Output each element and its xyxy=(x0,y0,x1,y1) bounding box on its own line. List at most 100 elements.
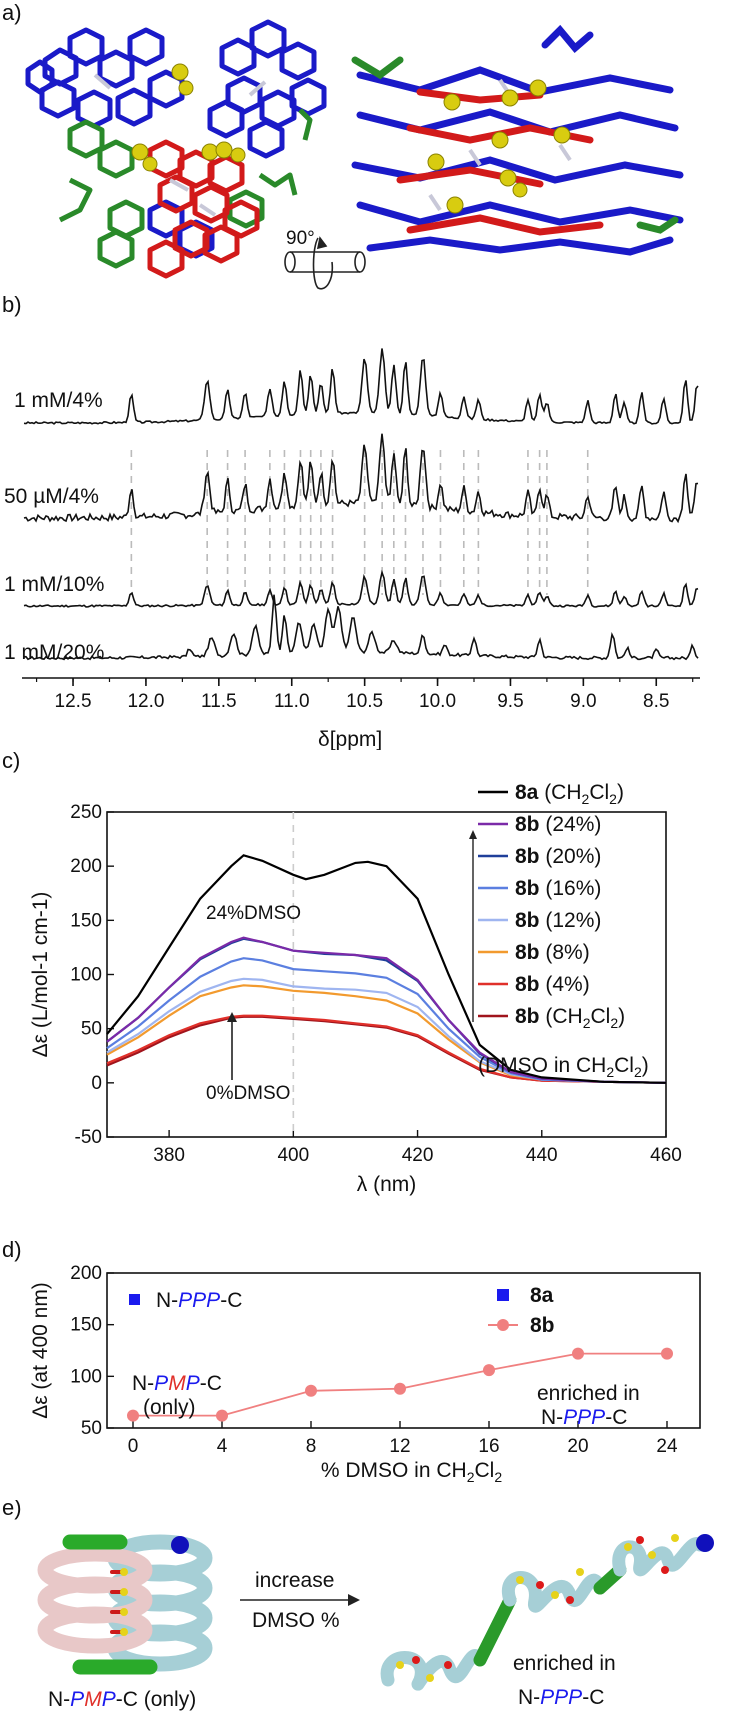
nmr-spectrum-1mM-4pct xyxy=(23,348,699,425)
legend-ppp-text: N-PPP-C xyxy=(156,1289,242,1312)
legend-entry: 8b (CH2Cl2) xyxy=(515,1005,625,1031)
cd-y-tick-label: 100 xyxy=(70,965,102,986)
enriched-label-line2: N-PPP-C xyxy=(518,1686,604,1709)
panel-c-label: c) xyxy=(2,750,20,773)
cd-series-line xyxy=(106,854,667,1084)
panel-e-label: e) xyxy=(2,1500,22,1520)
rotation-cylinder-icon xyxy=(284,236,366,290)
panel-c-cd-spectra: c) -50 0 50 100 150 200 250 380 400 420 440 460 λ (n… xyxy=(2,750,682,1196)
legend-ppp-marker xyxy=(129,1294,140,1305)
cd-y-tick-label: 50 xyxy=(81,1019,102,1040)
cd-x-label: λ (nm) xyxy=(357,1173,417,1196)
legend-8a: 8a xyxy=(530,1284,554,1307)
legend-entry: 8b (4%) xyxy=(515,973,590,996)
panel-d-titration-plot: d) 50 100 150 200 0 4 8 12 16 20 24 % DMSO in CH2Cl… xyxy=(2,1237,701,1485)
arrow-label-top: 24%DMSO xyxy=(206,903,301,924)
legend-entry: 8b (16%) xyxy=(515,877,601,900)
pmp-label-line1: N-PMP-C xyxy=(132,1372,222,1395)
panel-b-label: b) xyxy=(2,292,22,317)
d-x-tick-label: 24 xyxy=(656,1436,678,1457)
nmr-x-label: δ[ppm] xyxy=(318,728,382,750)
enriched-label-line1: enriched in xyxy=(537,1382,640,1405)
d-y-tick-label: 150 xyxy=(70,1315,102,1336)
reaction-arrowhead xyxy=(348,1594,360,1606)
nmr-x-tick-label: 10.0 xyxy=(419,691,456,712)
arrow-label-dmso: DMSO % xyxy=(252,1609,340,1632)
enriched-label-line1: enriched in xyxy=(513,1652,616,1675)
crystal-structure-top-view xyxy=(25,19,327,279)
nmr-spectrum-1mM-10pct xyxy=(23,569,699,608)
series-8b-point xyxy=(394,1382,406,1395)
panel-b-nmr-spectra: b) 1 mM/4% 50 µM/4% 1 mM/10% 1 mM/20% 12… xyxy=(2,292,700,750)
d-x-tick-label: 16 xyxy=(478,1436,499,1457)
d-y-label: Δε (at 400 nm) xyxy=(29,1282,52,1419)
panel-a-label: a) xyxy=(2,0,22,25)
nmr-spectrum-50uM-4pct xyxy=(23,433,699,524)
legend-entry: 8b (12%) xyxy=(515,909,601,932)
legend-dmso-note: (DMSO in CH2Cl2) xyxy=(478,1054,649,1080)
legend-entry: 8b (24%) xyxy=(515,813,601,836)
nmr-x-tick-label: 11.5 xyxy=(201,691,237,712)
series-8b-point xyxy=(127,1409,139,1422)
nmr-x-tick-label: 10.5 xyxy=(346,691,383,712)
cd-x-tick-label: 420 xyxy=(402,1145,434,1166)
d-y-tick-label: 50 xyxy=(81,1418,102,1439)
nmr-x-tick-label: 9.5 xyxy=(497,691,523,712)
series-8b-point xyxy=(216,1409,228,1422)
crystal-structure-side-view xyxy=(351,24,684,256)
nmr-x-tick-label: 12.0 xyxy=(127,691,164,712)
cd-y-tick-label: 150 xyxy=(70,910,102,931)
d-plot-frame xyxy=(106,1272,701,1429)
legend-entry: 8b (20%) xyxy=(515,845,601,868)
nmr-x-tick-label: 9.0 xyxy=(570,691,596,712)
legend-8b: 8b xyxy=(530,1314,555,1337)
spectrum-label-4: 1 mM/20% xyxy=(4,641,104,664)
d-x-tick-label: 0 xyxy=(128,1436,139,1457)
series-8b-point xyxy=(661,1347,673,1360)
cd-y-tick-label: 0 xyxy=(91,1073,102,1094)
cd-y-tick-label: -50 xyxy=(75,1127,102,1148)
enriched-label-line2: N-PPP-C xyxy=(541,1406,627,1429)
legend-8a-marker xyxy=(497,1289,509,1301)
folded-double-helix-illustration xyxy=(37,1534,213,1675)
spectrum-label-3: 1 mM/10% xyxy=(4,573,104,596)
d-x-tick-label: 12 xyxy=(389,1436,410,1457)
extended-helix-illustration xyxy=(380,1534,714,1691)
arrow-label-increase: increase xyxy=(255,1569,334,1592)
d-x-tick-label: 8 xyxy=(306,1436,317,1457)
cd-series-line xyxy=(106,936,667,1084)
series-8b-point xyxy=(305,1384,317,1397)
cd-y-tick-label: 200 xyxy=(70,856,102,877)
panel-e-helix-scheme: e) increase DMSO % xyxy=(2,1500,714,1711)
cd-y-tick-label: 250 xyxy=(70,802,102,823)
d-y-tick-label: 200 xyxy=(70,1263,102,1284)
dmso-arrow xyxy=(227,1012,237,1080)
nmr-x-tick-label: 12.5 xyxy=(55,691,92,712)
pmp-label-line2: (only) xyxy=(143,1396,196,1419)
pmp-only-label: N-PMP-C (only) xyxy=(48,1688,196,1711)
legend-entry: 8b (8%) xyxy=(515,941,590,964)
cd-x-tick-label: 460 xyxy=(650,1145,682,1166)
cd-y-label: Δε (L/mol-1 cm-1) xyxy=(29,892,52,1058)
nmr-spectrum-1mM-20pct xyxy=(23,594,699,661)
panel-a: a) xyxy=(2,0,684,290)
d-x-label: % DMSO in CH2Cl2 xyxy=(321,1459,503,1485)
nmr-x-tick-label: 11.0 xyxy=(274,691,310,712)
d-x-tick-label: 4 xyxy=(217,1436,228,1457)
nmr-x-tick-label: 8.5 xyxy=(643,691,669,712)
rotation-label: 90° xyxy=(286,228,315,249)
arrow-label-bottom: 0%DMSO xyxy=(206,1083,290,1104)
series-8b-point xyxy=(483,1364,495,1377)
panel-d-label: d) xyxy=(2,1237,22,1262)
legend-arrow xyxy=(469,830,477,1022)
cd-x-tick-label: 440 xyxy=(526,1145,558,1166)
cd-x-tick-label: 380 xyxy=(153,1145,185,1166)
legend-8b-marker xyxy=(497,1319,509,1331)
cd-x-tick-label: 400 xyxy=(277,1145,309,1166)
spectrum-label-1: 1 mM/4% xyxy=(14,389,103,412)
cd-series-line xyxy=(106,1014,667,1084)
series-8b-point xyxy=(572,1347,584,1360)
legend-entry: 8a (CH2Cl2) xyxy=(515,781,624,807)
d-x-tick-label: 20 xyxy=(567,1436,588,1457)
spectrum-label-2: 50 µM/4% xyxy=(4,485,99,508)
